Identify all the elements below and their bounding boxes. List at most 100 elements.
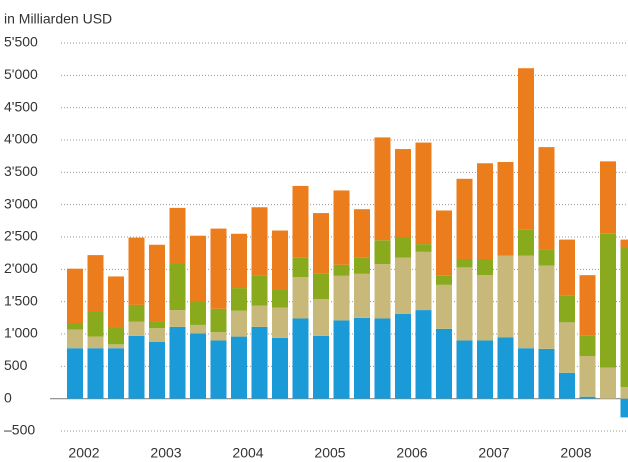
bar-segment (518, 255, 534, 349)
y-tick-label: 2'000 (4, 260, 38, 276)
bar-segment (395, 313, 411, 399)
bar-segment (477, 163, 493, 259)
y-tick-label: –500 (4, 422, 35, 438)
bar-segment (395, 257, 411, 314)
bar-segment (620, 387, 628, 399)
bar-segment (128, 321, 145, 336)
bar-segment (456, 267, 473, 341)
bar-segment (231, 336, 247, 399)
y-tick-label: 4'000 (4, 131, 38, 147)
bar-segment (333, 275, 350, 321)
bar-segment (190, 301, 206, 325)
bar-segment (538, 265, 555, 349)
bar-segment (251, 326, 268, 399)
bar-segment (67, 268, 83, 324)
bar-segment (436, 275, 452, 285)
bar-segment (415, 310, 432, 399)
bar-segment (292, 318, 309, 399)
bar-segment (169, 263, 186, 311)
x-tick-label: 2007 (478, 445, 509, 461)
bar-segment (497, 161, 514, 256)
x-tick-label: 2003 (150, 445, 181, 461)
bar-segment (108, 344, 124, 349)
bar-segment (374, 137, 391, 241)
bar-segment (538, 348, 555, 399)
bar-segment (251, 305, 268, 327)
bar-segment (149, 244, 165, 322)
bar-segment (456, 340, 473, 399)
y-tick-label: 3'000 (4, 195, 38, 211)
bar-segment (415, 142, 432, 245)
bar-segment (559, 239, 575, 296)
bar-segment (518, 229, 534, 256)
y-tick-label: 5'000 (4, 66, 38, 82)
bar-segment (210, 332, 227, 341)
bar-segment (87, 348, 104, 399)
bar-segment (313, 273, 329, 300)
bar-segment (559, 322, 575, 373)
bar-segment (67, 329, 83, 349)
bar-segment (87, 336, 104, 349)
bar-segment (313, 299, 329, 336)
bar-segment (600, 161, 616, 234)
bar-segment (67, 348, 83, 399)
bar-segment (333, 264, 350, 276)
bar-segment (128, 304, 145, 322)
bar-segment (251, 275, 268, 306)
bar-segment (436, 210, 452, 276)
bar-segment (456, 258, 473, 268)
bar-segment (87, 255, 104, 313)
bar-segment (169, 207, 186, 264)
bar-segment (292, 257, 309, 278)
bar-segment (108, 348, 124, 399)
bar-segment (559, 295, 575, 323)
bar-segment (497, 255, 514, 338)
bar-segment (579, 335, 596, 356)
bar-segment (415, 244, 432, 252)
bar-segment (354, 317, 370, 399)
bar-segment (559, 372, 575, 399)
bar-segment (333, 320, 350, 399)
bar-segment (579, 396, 596, 399)
bar-segment (210, 228, 227, 309)
bar-segment (600, 367, 616, 399)
x-tick-label: 2004 (232, 445, 263, 461)
bar-segment (272, 337, 288, 399)
x-tick-label: 2005 (314, 445, 345, 461)
bar-segment (231, 310, 247, 337)
bar-segment (518, 68, 534, 230)
bar-segment (333, 190, 350, 265)
bar-segment (149, 321, 165, 329)
bar-segment (251, 207, 268, 276)
bar-segment (600, 233, 616, 368)
bars (67, 68, 628, 418)
y-tick-label: 3'500 (4, 163, 38, 179)
y-tick-label: 2'500 (4, 228, 38, 244)
x-tick-label: 2002 (68, 445, 99, 461)
bar-segment (395, 149, 411, 237)
bar-segment (354, 257, 370, 274)
bar-segment (272, 290, 288, 308)
y-tick-label: 4'500 (4, 98, 38, 114)
y-tick-label: 0 (4, 389, 12, 405)
bar-segment (231, 288, 247, 311)
y-tick-label: 1'000 (4, 325, 38, 341)
bar-segment (395, 237, 411, 258)
bar-segment (292, 185, 309, 258)
y-tick-label: 5'500 (4, 34, 38, 50)
y-tick-label: 1'500 (4, 292, 38, 308)
bar-segment (190, 333, 206, 399)
bar-segment (620, 398, 628, 418)
bar-segment (477, 258, 493, 276)
bar-segment (497, 337, 514, 399)
bar-segment (518, 348, 534, 399)
bar-segment (374, 264, 391, 319)
bar-segment (374, 318, 391, 399)
bar-segment (272, 230, 288, 291)
bar-segment (436, 284, 452, 329)
bar-segment (620, 247, 628, 388)
bar-segment (169, 310, 186, 327)
x-tick-label: 2008 (560, 445, 591, 461)
bar-segment (210, 308, 227, 333)
bar-segment (538, 249, 555, 266)
